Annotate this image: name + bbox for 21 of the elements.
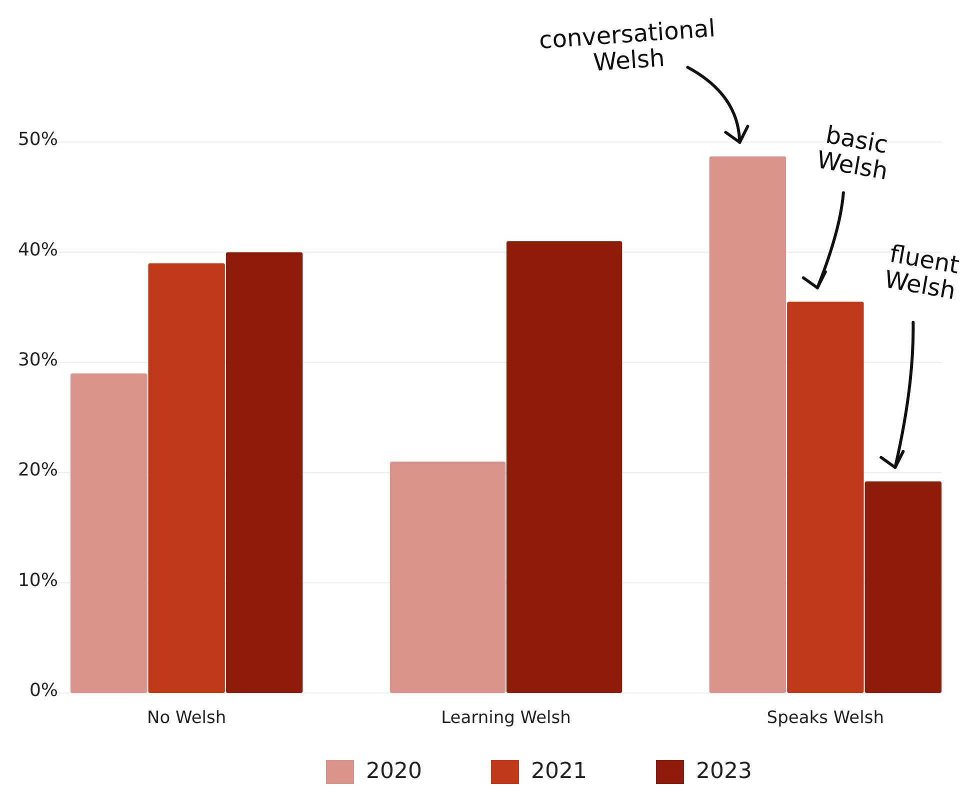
legend-label: 2020 <box>366 759 422 784</box>
x-tick-label: Speaks Welsh <box>766 708 884 728</box>
bar <box>787 302 864 693</box>
x-tick-label: Learning Welsh <box>441 708 571 728</box>
y-tick-label: 40% <box>18 239 58 260</box>
annotation: fluent Welsh <box>882 240 962 306</box>
y-tick-label: 30% <box>18 350 58 371</box>
bar <box>148 263 225 693</box>
annotation: basic Welsh <box>814 120 890 186</box>
bar <box>226 252 303 693</box>
bar <box>864 481 942 693</box>
x-tick-label: No Welsh <box>147 708 226 728</box>
text: conversational Welsh <box>538 14 716 77</box>
y-tick-label: 50% <box>18 129 58 150</box>
y-tick-label: 20% <box>18 460 58 481</box>
legend-label: 2023 <box>696 759 752 784</box>
bar <box>709 156 786 693</box>
bar <box>70 373 148 693</box>
y-tick-label: 10% <box>18 570 58 591</box>
y-tick-label: 0% <box>29 680 58 702</box>
legend-label: 2021 <box>531 759 587 784</box>
